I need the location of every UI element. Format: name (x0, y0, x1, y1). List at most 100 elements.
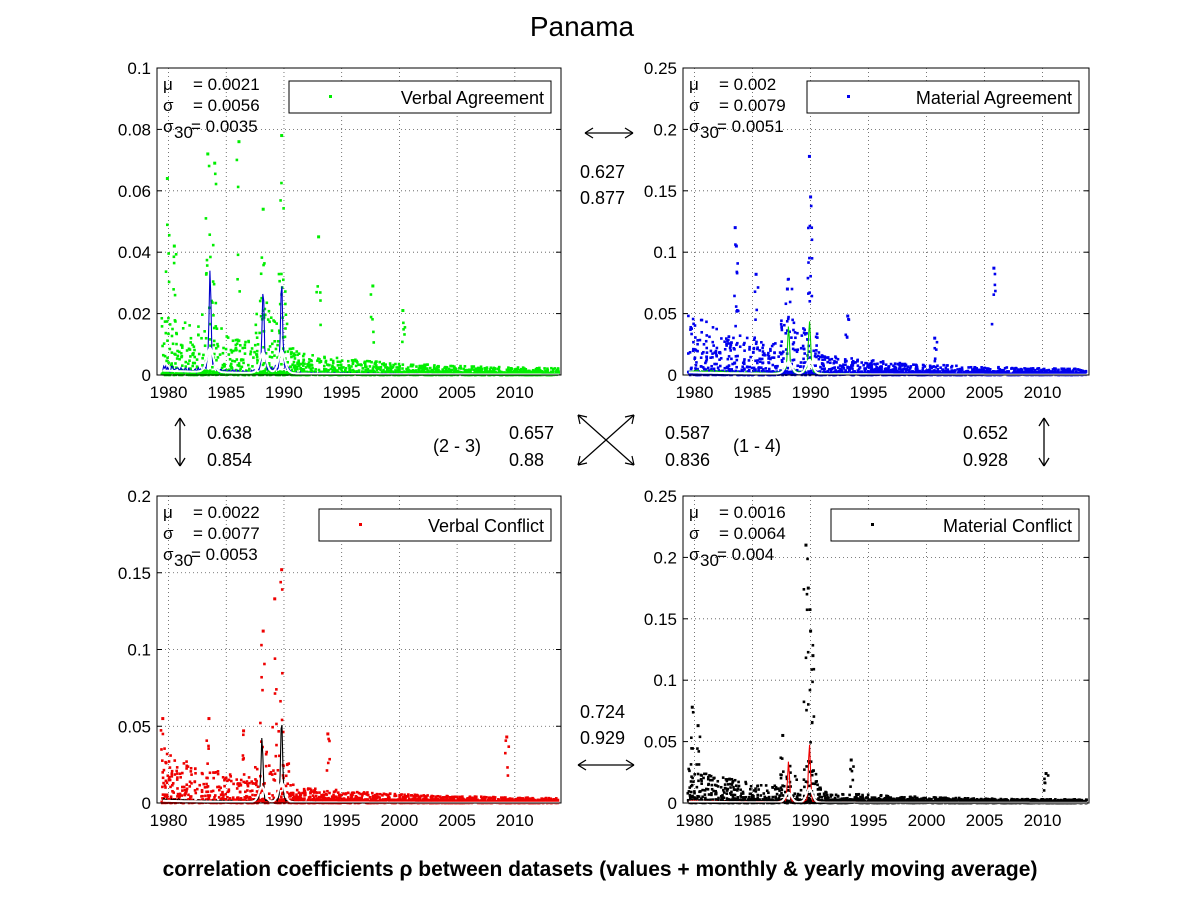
data-point (271, 350, 274, 354)
data-point (292, 366, 296, 369)
data-point (769, 349, 772, 353)
data-point (693, 348, 697, 351)
data-point (215, 771, 218, 774)
data-point (389, 370, 393, 374)
data-point (534, 367, 538, 371)
data-point (1062, 371, 1066, 374)
data-point (336, 364, 340, 367)
legend-marker (329, 95, 332, 98)
data-point (315, 290, 318, 294)
data-point (772, 342, 775, 346)
data-point (1012, 370, 1016, 374)
data-point (831, 366, 835, 370)
data-point (243, 343, 247, 347)
data-point (178, 372, 181, 376)
data-point (851, 361, 854, 364)
data-point (922, 372, 925, 375)
data-point (816, 354, 820, 358)
data-point (322, 790, 326, 794)
data-point (381, 370, 385, 374)
data-point (487, 370, 490, 373)
data-point (795, 368, 799, 372)
data-point (792, 321, 796, 325)
data-point (231, 339, 235, 343)
data-point (733, 226, 737, 230)
data-point (479, 365, 483, 369)
data-point (1068, 371, 1072, 374)
data-point (516, 367, 520, 371)
data-point (972, 370, 976, 373)
data-point (192, 352, 195, 355)
data-point (328, 791, 331, 795)
data-point (324, 361, 328, 364)
data-point (163, 320, 167, 323)
data-point (736, 309, 740, 313)
data-point (767, 357, 770, 360)
data-point (735, 343, 738, 347)
data-point (247, 363, 250, 367)
data-point (1051, 368, 1055, 371)
data-point (375, 360, 378, 363)
data-point (364, 364, 367, 367)
data-point (1059, 371, 1063, 375)
data-point (944, 366, 948, 370)
data-point (741, 365, 744, 369)
data-point (858, 366, 862, 369)
data-point (317, 368, 321, 372)
data-point (174, 253, 178, 256)
data-point (168, 775, 171, 779)
data-point (500, 371, 504, 374)
data-point (948, 371, 952, 375)
data-point (808, 300, 812, 303)
data-point (734, 354, 738, 358)
data-point (997, 366, 1000, 370)
data-point (176, 354, 180, 358)
data-point (944, 369, 948, 373)
data-point (277, 272, 281, 276)
x-tick-label: 2000 (380, 383, 418, 402)
data-point (356, 370, 359, 373)
data-point (213, 352, 216, 356)
data-point (210, 299, 213, 303)
data-point (163, 354, 167, 358)
data-point (875, 365, 878, 369)
data-point (444, 366, 448, 369)
data-point (867, 363, 871, 367)
data-point (175, 342, 178, 346)
data-point (856, 370, 860, 373)
data-point (802, 372, 805, 375)
data-point (725, 342, 728, 346)
axes-box (682, 67, 1090, 376)
data-point (812, 349, 816, 353)
data-point (916, 367, 919, 371)
data-point (792, 341, 796, 344)
data-point (780, 360, 784, 363)
data-point (690, 332, 693, 336)
data-point (447, 367, 451, 371)
data-point (417, 370, 421, 373)
data-point (292, 783, 295, 787)
data-point (727, 364, 731, 367)
data-point (814, 364, 817, 367)
data-point (889, 362, 893, 366)
data-point (234, 347, 237, 351)
data-point (904, 368, 908, 371)
data-point (729, 345, 732, 348)
data-point (350, 359, 354, 362)
data-point (492, 370, 496, 373)
data-point (373, 796, 377, 800)
data-point (346, 796, 350, 799)
data-point (370, 360, 373, 364)
data-point (848, 367, 852, 371)
data-point (1076, 371, 1079, 375)
data-point (493, 796, 497, 799)
data-point (893, 362, 897, 365)
data-point (161, 759, 164, 762)
data-point (971, 368, 974, 372)
y-tick-label: 0 (142, 366, 151, 385)
data-point (743, 358, 746, 361)
data-point (556, 370, 559, 374)
data-point (266, 318, 270, 321)
data-point (294, 368, 297, 371)
data-point (301, 354, 305, 358)
